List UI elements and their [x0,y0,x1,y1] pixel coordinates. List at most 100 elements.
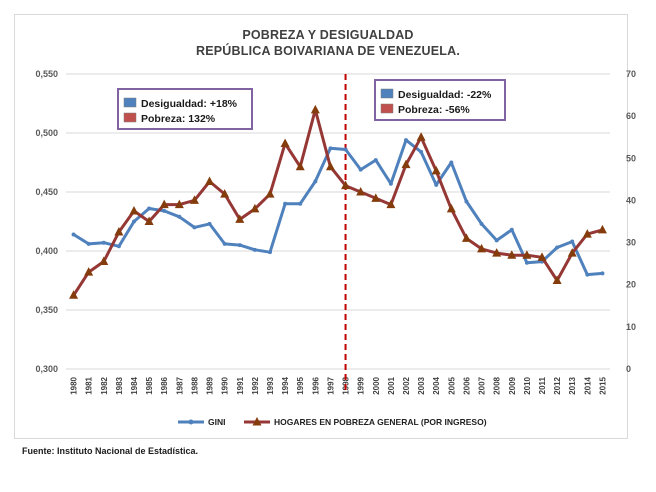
poverty-point [386,199,396,209]
gini-point [132,219,136,224]
legend-poverty-marker [252,417,262,426]
x-axis-tick-label: 1994 [281,376,290,394]
gini-point [479,221,484,226]
right-axis-tick-label: 20 [626,280,636,290]
poverty-point [597,224,607,234]
x-axis-tick-label: 1997 [326,376,335,394]
x-axis-tick-label: 2005 [447,376,456,394]
gini-point [313,179,318,184]
legend-gini-marker [188,419,194,425]
left-axis-tick-label: 0,300 [35,364,58,374]
poverty-point [220,189,230,198]
x-axis-tick-label: 2011 [538,376,547,394]
annotation-text: Desigualdad: -22% [398,89,492,101]
gini-point [283,201,288,206]
x-axis-tick-label: 1996 [311,376,320,394]
legend-poverty-label: HOGARES EN POBREZA GENERAL (POR INGRESO) [274,417,487,427]
right-axis-tick-label: 50 [626,153,636,163]
gini-point [373,158,378,163]
x-axis-tick-label: 1981 [85,376,94,394]
gini-point [162,208,167,213]
poverty-point [341,180,351,190]
annotation-swatch [123,112,137,123]
right-axis-tick-label: 10 [626,322,636,332]
x-axis-tick-label: 2004 [432,376,441,394]
gini-point [192,225,197,230]
gini-point [252,247,257,252]
gini-point [177,214,182,219]
left-axis-tick-label: 0,450 [35,187,58,197]
poverty-point [84,267,94,276]
left-axis-tick-label: 0,500 [35,128,58,138]
annotation-swatch [380,88,394,99]
gini-point [555,245,560,250]
poverty-point [507,250,517,259]
poverty-point [522,250,532,259]
poverty-point [129,205,139,215]
poverty-point [356,187,366,196]
x-axis-tick-label: 1987 [175,376,184,394]
x-axis-tick-label: 2009 [508,376,517,394]
gini-point [86,241,91,246]
x-axis-tick-label: 2000 [372,376,381,394]
gini-point [358,167,363,172]
left-axis-tick-label: 0,350 [35,305,58,315]
chart-frame [14,14,628,439]
x-axis-tick-label: 1995 [296,376,305,394]
x-axis-tick-label: 2015 [598,376,607,394]
poverty-point [477,243,487,253]
x-axis-tick-label: 2003 [417,376,426,394]
annotation-box [374,79,506,121]
poverty-point [537,252,547,261]
gini-point [494,238,499,243]
x-axis-tick-label: 2001 [387,376,396,394]
poverty-point [431,165,441,175]
annotation-text: Pobreza: 132% [141,113,216,125]
poverty-point [567,248,577,257]
x-axis-tick-label: 2010 [523,376,532,394]
poverty-point [401,159,411,169]
poverty-point [461,233,471,242]
x-axis-tick-label: 1989 [206,376,215,394]
gini-point [600,271,605,276]
annotation-swatch [380,103,394,114]
left-axis-tick-label: 0,550 [35,69,58,79]
poverty-point [144,216,154,225]
x-axis-tick-label: 1985 [145,376,154,394]
x-axis-tick-label: 2007 [478,376,487,394]
gini-point [434,182,439,187]
source-note: Fuente: Instituto Nacional de Estadístic… [22,446,199,456]
poverty-point [416,132,426,141]
poverty-point [446,203,456,213]
x-axis-tick-label: 2006 [462,376,471,394]
poverty-series-line [72,108,603,297]
poverty-point [295,161,305,171]
x-axis-tick-label: 2014 [583,376,592,394]
right-axis-tick-label: 40 [626,195,636,205]
gini-point [268,250,272,255]
right-axis-tick-label: 60 [626,111,636,121]
poverty-point [310,104,320,114]
poverty-point [205,176,215,185]
x-axis-tick-label: 2013 [568,376,577,394]
poverty-point [99,256,109,266]
x-axis-tick-label: 1986 [160,376,169,394]
gini-point [464,199,469,204]
chart-title: POBREZA Y DESIGUALDAD [242,28,414,42]
gini-point [222,241,227,246]
poverty-point [371,193,381,202]
x-axis-tick-label: 1991 [236,376,245,394]
gini-point [419,149,424,154]
x-axis-tick-label: 2012 [553,376,562,394]
gini-point [207,221,212,226]
gini-point [101,240,106,245]
gini-point [328,146,333,151]
poverty-point [552,275,562,284]
gini-point [509,227,514,232]
gini-point [237,243,242,248]
poverty-point [250,203,260,213]
legend-gini-label: GINI [208,417,225,427]
x-axis-tick-label: 1983 [115,376,124,394]
gini-point [298,201,303,206]
